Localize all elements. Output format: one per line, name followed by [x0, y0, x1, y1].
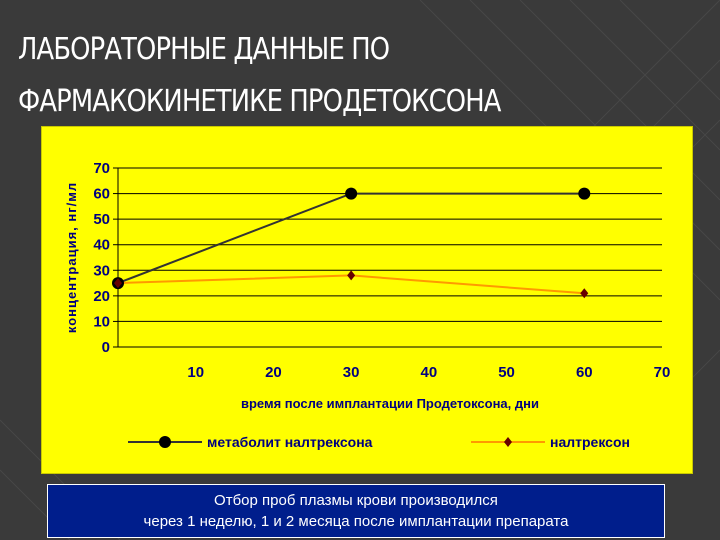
y-tick-label: 50: [93, 211, 110, 228]
y-tick-label: 10: [93, 313, 110, 330]
x-tick-label: 20: [265, 364, 282, 381]
slide-title: ЛАБОРАТОРНЫЕ ДАННЫЕ ПО ФАРМАКОКИНЕТИКЕ П…: [18, 24, 603, 128]
line-chart: 0 10 20 30 40 50 60 70 10 20 30 40 50 60 70 время после…: [64, 160, 671, 450]
y-tick-label: 20: [93, 288, 110, 305]
chart-panel: 0 10 20 30 40 50 60 70 10 20 30 40 50 60 70 время после…: [41, 126, 693, 474]
y-tick-label: 70: [93, 160, 110, 177]
y-tick-label: 30: [93, 262, 110, 279]
x-axis-title: время после имплантации Продетоксона, дн…: [241, 396, 539, 411]
naltrexone-point: [580, 288, 589, 299]
x-tick-label: 60: [576, 364, 593, 381]
legend-label-naltrexone: налтрексон: [550, 434, 630, 450]
note-line-2: через 1 неделю, 1 и 2 месяца после импла…: [143, 513, 569, 530]
y-tick-label: 0: [102, 339, 110, 356]
legend-label-metabolite: метаболит налтрексона: [207, 434, 373, 450]
x-tick-label: 70: [654, 364, 671, 381]
title-line-2: ФАРМАКОКИНЕТИКЕ ПРОДЕТОКСОНА: [18, 84, 501, 119]
x-tick-label: 10: [187, 364, 204, 381]
legend-marker-naltrexone: [504, 437, 512, 447]
y-tick-label: 40: [93, 237, 110, 254]
title-line-1: ЛАБОРАТОРНЫЕ ДАННЫЕ ПО: [18, 32, 390, 67]
legend-marker-metabolite: [159, 436, 171, 448]
metabolite-point: [578, 187, 591, 200]
y-tick-label: 60: [93, 186, 110, 203]
sampling-note: Отбор проб плазмы крови производился чер…: [47, 484, 665, 538]
note-line-1: Отбор проб плазмы крови производился: [214, 492, 498, 509]
series-line-metabolite: [117, 192, 585, 285]
x-tick-label: 40: [421, 364, 438, 381]
x-tick-label: 30: [343, 364, 360, 381]
metabolite-point: [345, 187, 358, 200]
naltrexone-point: [347, 270, 356, 281]
y-axis-title: концентрация, нг/мл: [64, 182, 79, 333]
x-tick-label: 50: [498, 364, 515, 381]
naltrexone-point: [114, 278, 122, 289]
